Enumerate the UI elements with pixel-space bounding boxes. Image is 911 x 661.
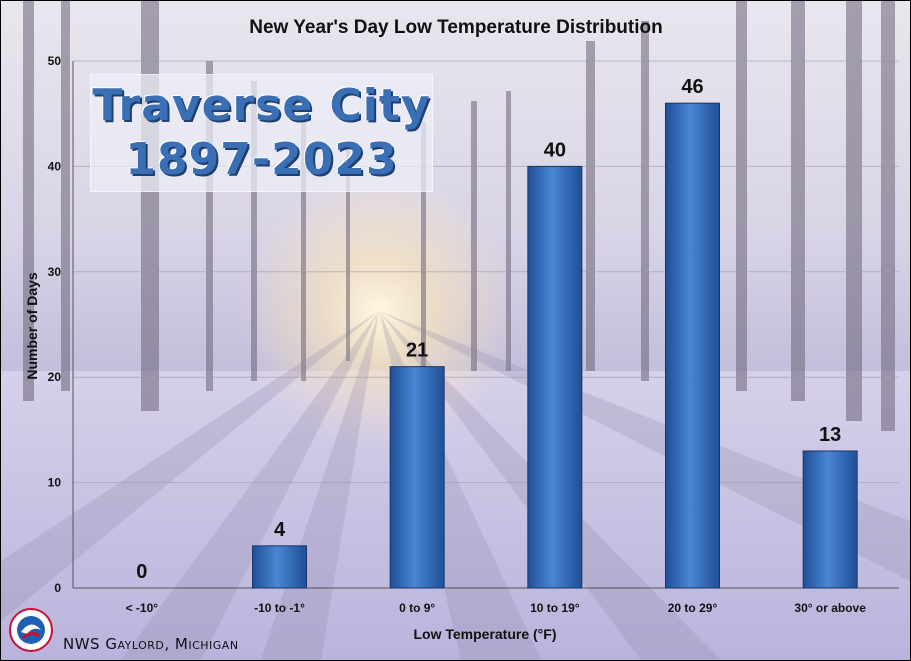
nws-logo-icon: [9, 608, 53, 652]
station-title-box: Traverse City 1897-2023: [90, 74, 433, 192]
y-tick-label: 40: [48, 159, 62, 173]
data-label: 0: [136, 561, 147, 583]
data-label: 13: [819, 424, 841, 446]
footer-credit: NWS Gaylord, Michigan: [63, 635, 239, 653]
y-axis-label: Number of Days: [24, 272, 40, 380]
y-tick-label: 10: [48, 476, 62, 490]
x-tick-label: -10 to -1°: [254, 601, 305, 615]
y-tick-label: 30: [48, 265, 62, 279]
period-of-record: 1897-2023: [125, 134, 398, 185]
gridlines: [72, 60, 899, 589]
x-tick-label: < -10°: [126, 601, 159, 615]
data-label: 4: [274, 519, 286, 541]
data-label: 40: [544, 139, 566, 161]
x-tick-label: 0 to 9°: [399, 601, 435, 615]
x-axis-label: Low Temperature (°F): [413, 626, 556, 642]
x-tick-label: 30° or above: [794, 601, 866, 615]
y-tick-label: 50: [48, 54, 62, 68]
data-label: 46: [681, 76, 703, 98]
y-axis-ticks: 0 10 20 30 40 50: [48, 54, 62, 595]
bar: [665, 102, 720, 589]
bar: [252, 545, 307, 589]
bar: [389, 366, 445, 589]
data-labels: 0 4 21 40 46 13: [136, 76, 841, 583]
x-axis-ticks: < -10° -10 to -1° 0 to 9° 10 to 19° 20 to 29…: [126, 601, 867, 615]
y-tick-label: 20: [48, 370, 62, 384]
data-label: 21: [406, 340, 428, 362]
x-tick-label: 10 to 19°: [530, 601, 580, 615]
bar: [802, 450, 858, 589]
y-tick-label: 0: [54, 581, 61, 595]
chart-title: New Year's Day Low Temperature Distribut…: [249, 17, 662, 38]
x-tick-label: 20 to 29°: [668, 601, 718, 615]
station-name: Traverse City: [92, 80, 431, 131]
bars: [252, 102, 858, 589]
bar: [527, 165, 583, 589]
